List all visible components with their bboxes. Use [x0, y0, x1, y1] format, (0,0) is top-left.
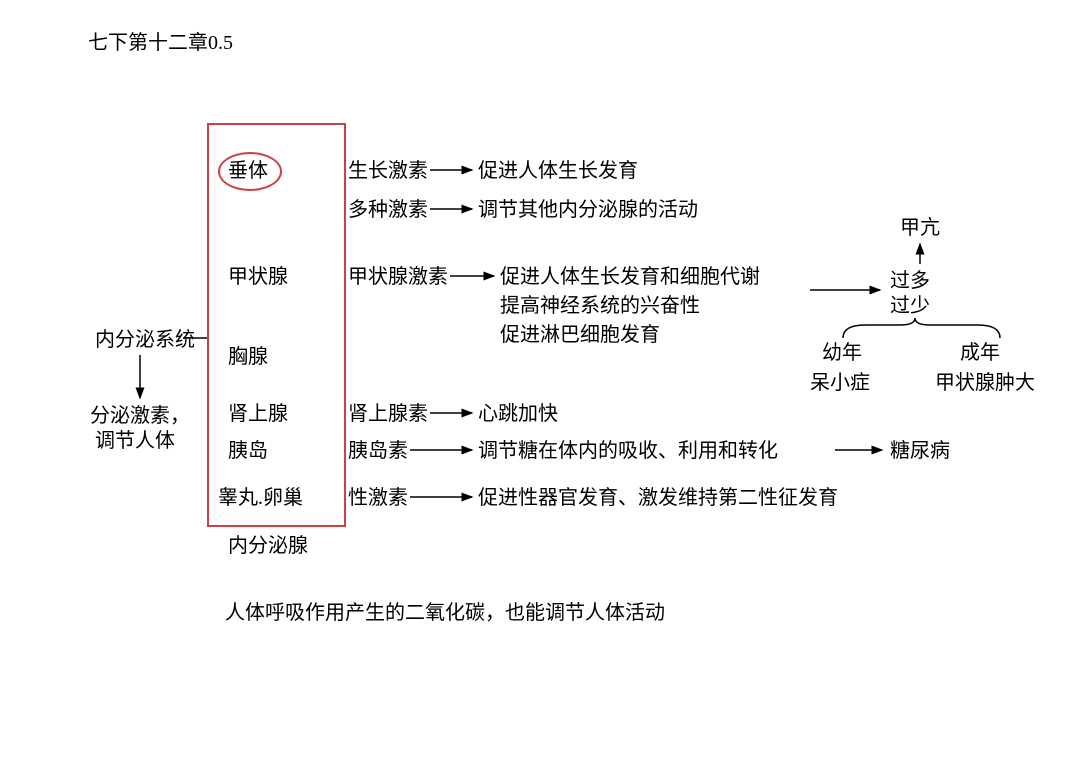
diagram-canvas: 七下第十二章0.5 内分泌系统 分泌激素， 调节人体 垂体 甲状腺 胸腺 肾上腺… — [0, 0, 1080, 763]
label-secrete-hormone: 分泌激素， — [90, 403, 190, 429]
label-goiter: 甲状腺肿大 — [935, 370, 1035, 396]
gland-thyroid: 甲状腺 — [228, 264, 288, 290]
gland-adrenal: 肾上腺 — [228, 401, 288, 427]
effect-metabolism: 促进人体生长发育和细胞代谢 — [500, 264, 760, 290]
gland-pituitary: 垂体 — [228, 158, 268, 184]
hormone-insulin: 胰岛素 — [348, 438, 408, 464]
hormone-various: 多种激素 — [348, 197, 428, 223]
hormone-growth: 生长激素 — [348, 158, 428, 184]
page-title: 七下第十二章0.5 — [88, 30, 233, 56]
label-diabetes: 糖尿病 — [890, 438, 950, 464]
footnote: 人体呼吸作用产生的二氧化碳，也能调节人体活动 — [225, 600, 665, 626]
effect-lymph: 促进淋巴细胞发育 — [500, 322, 660, 348]
label-too-little: 过少 — [890, 293, 930, 319]
label-regulate-body: 调节人体 — [95, 428, 175, 454]
label-endocrine-system: 内分泌系统 — [95, 327, 195, 353]
effect-regulate-glands: 调节其他内分泌腺的活动 — [478, 197, 698, 223]
gland-islet: 胰岛 — [228, 438, 268, 464]
connectors-icon — [0, 0, 1080, 763]
effect-nerve: 提高神经系统的兴奋性 — [500, 293, 700, 319]
label-childhood: 幼年 — [822, 340, 862, 366]
label-hyperthyroid: 甲亢 — [900, 215, 940, 241]
effect-sugar: 调节糖在体内的吸收、利用和转化 — [478, 438, 778, 464]
effect-growth: 促进人体生长发育 — [478, 158, 638, 184]
label-too-much: 过多 — [890, 268, 930, 294]
hormone-sex: 性激素 — [348, 485, 408, 511]
label-adulthood: 成年 — [960, 340, 1000, 366]
gland-label: 内分泌腺 — [228, 533, 308, 559]
effect-sex-organ: 促进性器官发育、激发维持第二性征发育 — [478, 485, 838, 511]
hormone-thyroid: 甲状腺激素 — [348, 264, 448, 290]
hormone-adrenaline: 肾上腺素 — [348, 401, 428, 427]
effect-heartbeat: 心跳加快 — [478, 401, 558, 427]
gland-thymus: 胸腺 — [228, 344, 268, 370]
gland-gonad: 睾丸.卵巢 — [218, 485, 303, 511]
label-cretinism: 呆小症 — [810, 370, 870, 396]
